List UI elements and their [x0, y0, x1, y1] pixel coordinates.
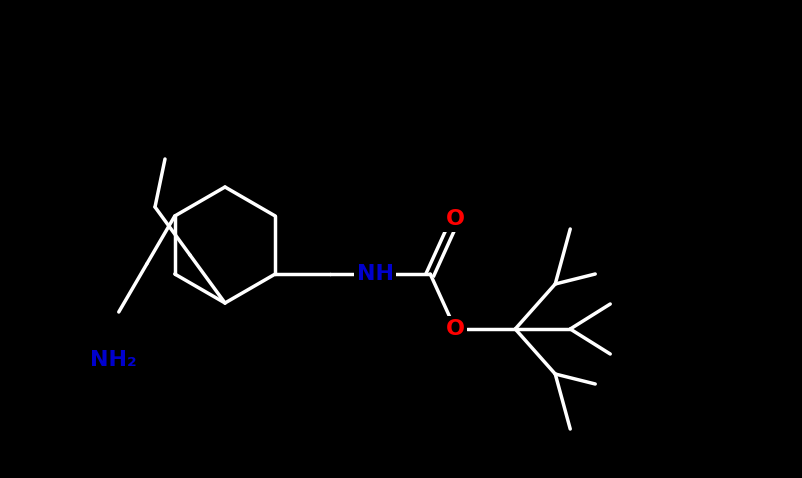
Text: O: O: [445, 209, 464, 229]
Text: O: O: [445, 319, 464, 339]
Text: NH₂: NH₂: [91, 350, 137, 370]
Text: NH: NH: [356, 264, 393, 284]
